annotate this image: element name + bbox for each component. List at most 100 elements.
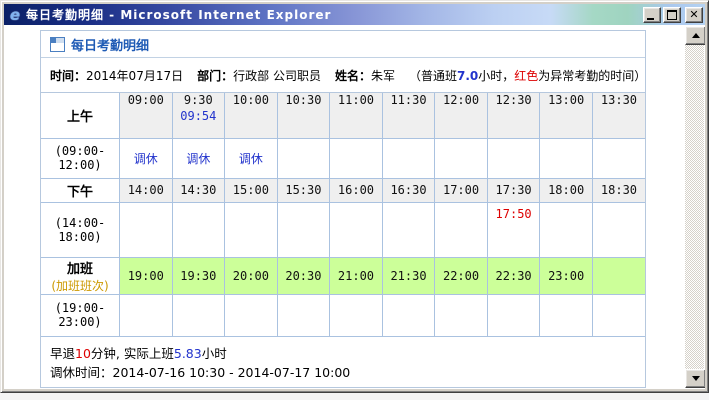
value-cell xyxy=(171,293,226,337)
value-cell xyxy=(591,137,645,179)
info-label: 部门： xyxy=(197,68,234,83)
arrow-up-icon xyxy=(691,33,700,38)
document-icon xyxy=(50,36,65,52)
scheduled-time: 23:00 xyxy=(548,268,585,283)
ie-logo-icon: e xyxy=(9,5,21,24)
scheduled-time: 18:30 xyxy=(600,182,638,197)
cell-value: 调休 xyxy=(238,151,263,166)
value-cell xyxy=(591,201,645,258)
value-cell xyxy=(381,137,436,179)
time-cell: 12:30 xyxy=(486,93,541,139)
info-item-0: 时间：2014年07月17日 xyxy=(50,67,183,84)
time-cell xyxy=(591,256,645,295)
text-segment: 5.83 xyxy=(173,345,202,361)
section-range-cell: (19:00-23:00) xyxy=(41,293,120,337)
time-cell: 21:00 xyxy=(329,256,383,295)
vertical-scrollbar[interactable] xyxy=(685,26,705,388)
close-icon: ✕ xyxy=(689,7,699,21)
scheduled-time: 13:00 xyxy=(548,93,585,107)
time-cell: 17:00 xyxy=(434,177,488,203)
time-cell: 18:00 xyxy=(539,177,593,203)
value-cell xyxy=(329,137,383,179)
value-cell xyxy=(224,201,278,258)
time-cell: 9:30 09:54 xyxy=(171,93,226,139)
text-segment: （普通班 xyxy=(408,68,457,83)
time-cell: 15:30 xyxy=(276,177,331,203)
time-cell: 11:00 xyxy=(329,93,383,139)
scheduled-time: 10:30 xyxy=(285,93,322,107)
time-cell: 22:30 xyxy=(486,256,541,295)
time-cell: 10:30 xyxy=(276,93,331,139)
scheduled-time: 18:00 xyxy=(548,182,585,197)
arrow-down-icon xyxy=(691,376,700,381)
scheduled-time: 22:30 xyxy=(495,268,532,283)
info-item-1: 部门：行政部 公司职员 xyxy=(197,67,321,84)
value-cell xyxy=(434,137,488,179)
text-segment: 分钟, 实际上班 xyxy=(90,345,174,361)
value-cell xyxy=(591,293,645,337)
scheduled-time: 11:00 xyxy=(337,93,375,107)
section-afternoon-label-cell: 下午 xyxy=(41,177,120,203)
time-cell: 22:00 xyxy=(434,256,488,295)
summary-area: 早退10分钟, 实际上班5.83小时 调休时间：2014-07-16 10:30 … xyxy=(41,337,645,382)
time-cell: 21:30 xyxy=(381,256,436,295)
value-cell xyxy=(539,137,593,179)
time-cell: 16:00 xyxy=(329,177,383,203)
scheduled-time: 13:30 xyxy=(600,93,638,107)
time-cell: 14:00 xyxy=(119,177,173,203)
value-cell xyxy=(276,293,331,337)
text-segment: 小时， xyxy=(478,68,515,83)
scrollbar-down-button[interactable] xyxy=(685,369,705,388)
value-cell xyxy=(119,201,173,258)
minimize-button[interactable] xyxy=(643,6,661,23)
section-sublabel: (加班班次) xyxy=(51,278,109,293)
value-cell xyxy=(171,201,226,258)
scheduled-time: 17:00 xyxy=(442,182,480,197)
value-cell xyxy=(381,293,436,337)
legend-note: （普通班7.0小时，红色为异常考勤的时间） xyxy=(409,67,646,84)
section-afternoon-time-row: 下午 14:00 14:30 15:00 15:30 16:00 16:30 17:00 17:… xyxy=(41,177,645,203)
time-cell: 20:30 xyxy=(276,256,331,295)
value-cell xyxy=(224,293,278,337)
close-button[interactable]: ✕ xyxy=(685,6,703,23)
scheduled-time: 15:00 xyxy=(232,182,269,197)
scheduled-time: 19:30 xyxy=(180,268,217,283)
maximize-button[interactable] xyxy=(663,6,681,23)
scheduled-time: 11:30 xyxy=(390,93,427,107)
value-cell: 17:50 xyxy=(486,201,541,258)
text-segment: 7.0 xyxy=(457,68,479,83)
info-bar: 时间：2014年07月17日 部门：行政部 公司职员 姓名：朱军 （普通班7.0小时，… xyxy=(41,58,646,93)
scheduled-time: 15:30 xyxy=(285,182,322,197)
info-label: 时间： xyxy=(50,68,87,83)
time-cell: 15:00 xyxy=(224,177,278,203)
scheduled-time: 21:00 xyxy=(337,268,375,283)
section-label: 下午 xyxy=(66,184,93,200)
time-cell: 18:30 xyxy=(591,177,645,203)
cell-value: 调休 xyxy=(133,151,158,166)
value-cell xyxy=(329,201,383,258)
time-cell: 13:30 xyxy=(591,93,645,139)
maximize-icon xyxy=(667,9,677,20)
info-item-2: 姓名：朱军 xyxy=(335,67,395,84)
value-cell xyxy=(381,201,436,258)
titlebar[interactable]: e 每日考勤明细 - Microsoft Internet Explorer ✕ xyxy=(4,4,705,25)
section-label: 加班 xyxy=(66,261,93,277)
scheduled-time: 12:30 xyxy=(495,93,532,107)
section-morning-time-row: 上午 09:00 9:30 09:54 10:00 10:30 11:00 11:30 12:0… xyxy=(41,93,645,139)
scrollbar-up-button[interactable] xyxy=(685,26,705,45)
scheduled-time: 19:00 xyxy=(127,268,164,283)
info-value: 朱军 xyxy=(370,68,395,83)
cell-value: 调休 xyxy=(186,151,211,166)
section-range-cell: (14:00-18:00) xyxy=(41,201,120,258)
value-cell xyxy=(539,293,593,337)
time-cell: 13:00 xyxy=(539,93,593,139)
section-label: 上午 xyxy=(66,109,93,125)
info-label: 姓名： xyxy=(334,68,371,83)
time-cell: 09:00 xyxy=(119,93,173,139)
punch-time: 17:50 xyxy=(495,206,532,221)
scheduled-time: 22:00 xyxy=(442,268,480,283)
section-overtime-time-row: 加班 (加班班次) 19:00 19:30 20:00 20:30 21:00 21:30 22… xyxy=(41,256,645,295)
value-cell xyxy=(434,201,488,258)
value-cell: 调休 xyxy=(224,137,278,179)
